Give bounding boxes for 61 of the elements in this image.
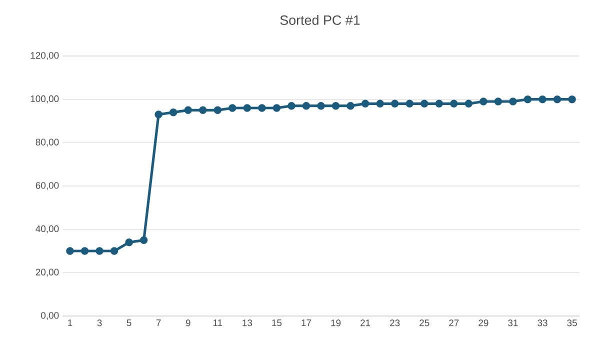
point bbox=[288, 102, 296, 110]
x-tick-label: 27 bbox=[449, 320, 459, 326]
y-tick-label: 60,00 bbox=[36, 182, 59, 190]
point bbox=[302, 102, 310, 110]
point bbox=[110, 247, 118, 255]
point bbox=[568, 95, 576, 104]
point bbox=[66, 247, 74, 255]
point bbox=[538, 95, 546, 104]
x-tick-label: 13 bbox=[242, 320, 252, 326]
point bbox=[228, 104, 236, 112]
point bbox=[406, 100, 414, 108]
x-tick-label: 25 bbox=[420, 320, 430, 326]
point bbox=[80, 247, 89, 255]
point bbox=[420, 100, 428, 108]
point bbox=[346, 102, 354, 110]
point bbox=[154, 110, 162, 118]
x-tick-label: 31 bbox=[508, 320, 518, 326]
point bbox=[198, 106, 207, 114]
x-tick-label: 5 bbox=[126, 320, 132, 326]
y-tick-label: 20,00 bbox=[36, 268, 59, 277]
x-tick-label: 29 bbox=[478, 320, 488, 326]
y-tick-label: 120,00 bbox=[30, 52, 59, 60]
x-tick-label: 19 bbox=[331, 320, 341, 326]
x-tick-label: 3 bbox=[97, 320, 102, 326]
x-tick-label: 15 bbox=[272, 320, 282, 326]
point bbox=[524, 95, 532, 104]
chart-title: Sorted PC #1 bbox=[280, 15, 360, 25]
y-tick-label: 80,00 bbox=[36, 138, 59, 147]
point bbox=[464, 100, 473, 108]
point bbox=[361, 100, 370, 108]
x-tick-label: 33 bbox=[538, 320, 548, 326]
point bbox=[332, 102, 340, 110]
x-tick-label: 17 bbox=[302, 320, 312, 326]
point bbox=[125, 238, 133, 246]
point bbox=[553, 95, 562, 104]
point bbox=[435, 100, 444, 108]
point bbox=[509, 98, 517, 106]
point bbox=[243, 104, 252, 112]
x-tick-label: 1 bbox=[68, 320, 72, 326]
x-tick-label: 9 bbox=[186, 320, 190, 326]
point bbox=[272, 104, 281, 112]
x-tick-label: 21 bbox=[360, 320, 370, 326]
x-tick-label: 7 bbox=[156, 320, 161, 326]
point bbox=[390, 100, 399, 108]
point bbox=[96, 247, 104, 255]
point bbox=[169, 108, 178, 116]
point bbox=[214, 106, 222, 114]
point bbox=[317, 102, 325, 110]
y-tick-label: 40,00 bbox=[36, 225, 59, 234]
y-tick-label: 0,00 bbox=[41, 312, 59, 320]
x-tick-label: 35 bbox=[567, 320, 577, 326]
point bbox=[450, 100, 458, 108]
point bbox=[494, 98, 502, 106]
point bbox=[184, 106, 192, 114]
point bbox=[480, 98, 488, 106]
x-tick-label: 11 bbox=[213, 320, 222, 326]
point bbox=[376, 100, 384, 108]
point bbox=[140, 236, 148, 244]
x-tick-label: 23 bbox=[390, 320, 400, 326]
y-tick-label: 100,00 bbox=[30, 95, 59, 104]
point bbox=[258, 104, 266, 112]
